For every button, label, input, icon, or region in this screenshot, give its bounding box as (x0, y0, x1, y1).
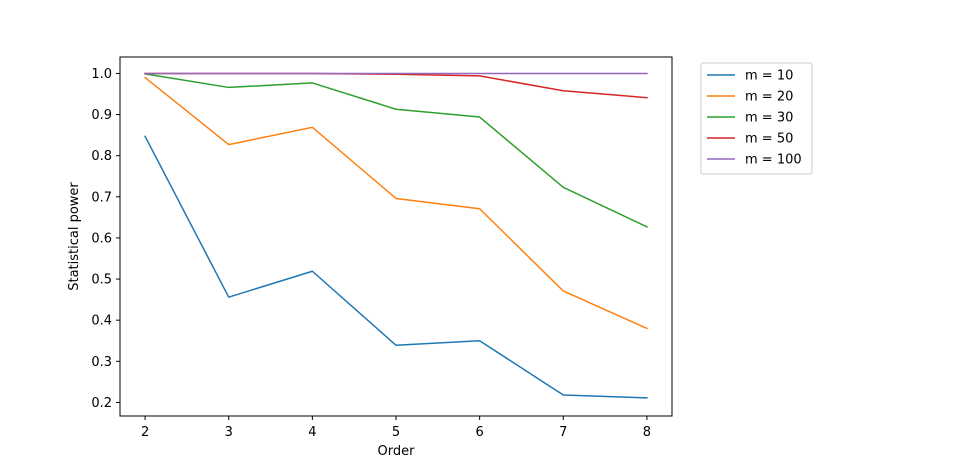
legend-label: m = 20 (745, 90, 793, 105)
x-axis-label: Order (378, 444, 416, 459)
x-tick-label: 6 (475, 425, 483, 440)
legend-label: m = 30 (745, 111, 793, 126)
x-axis: 2 3 4 5 6 7 8 (141, 416, 651, 440)
x-tick-label: 8 (643, 425, 651, 440)
x-tick-label: 5 (392, 425, 400, 440)
legend-label: m = 10 (745, 69, 793, 84)
y-axis-label: Statistical power (67, 182, 82, 291)
series-line-m-30 (144, 72, 648, 228)
x-tick-label: 7 (559, 425, 567, 440)
plot-frame (119, 56, 673, 417)
x-tick-label: 3 (225, 425, 233, 440)
series-line-m-20 (144, 76, 648, 330)
legend-frame (700, 62, 813, 175)
series-line-m-10 (144, 135, 648, 399)
y-tick-label: 0.7 (91, 190, 112, 205)
legend-label: m = 100 (745, 153, 802, 168)
y-tick-label: 0.3 (91, 355, 112, 370)
y-tick-label: 0.2 (91, 396, 112, 411)
x-tick-label: 4 (308, 425, 316, 440)
legend: m = 10 m = 20 m = 30 m = 50 m = 100 (700, 62, 813, 175)
plot-lines (144, 72, 648, 399)
y-tick-label: 0.4 (91, 314, 112, 329)
y-tick-label: 1.0 (91, 67, 112, 82)
y-tick-label: 0.9 (91, 108, 112, 123)
y-tick-label: 0.5 (91, 273, 112, 288)
y-axis: 0.2 0.3 0.4 0.5 0.6 0.7 0.8 0.9 1.0 (91, 67, 120, 411)
x-tick-label: 2 (141, 425, 149, 440)
y-tick-label: 0.8 (91, 149, 112, 164)
y-tick-label: 0.6 (91, 231, 112, 246)
legend-label: m = 50 (745, 132, 793, 147)
